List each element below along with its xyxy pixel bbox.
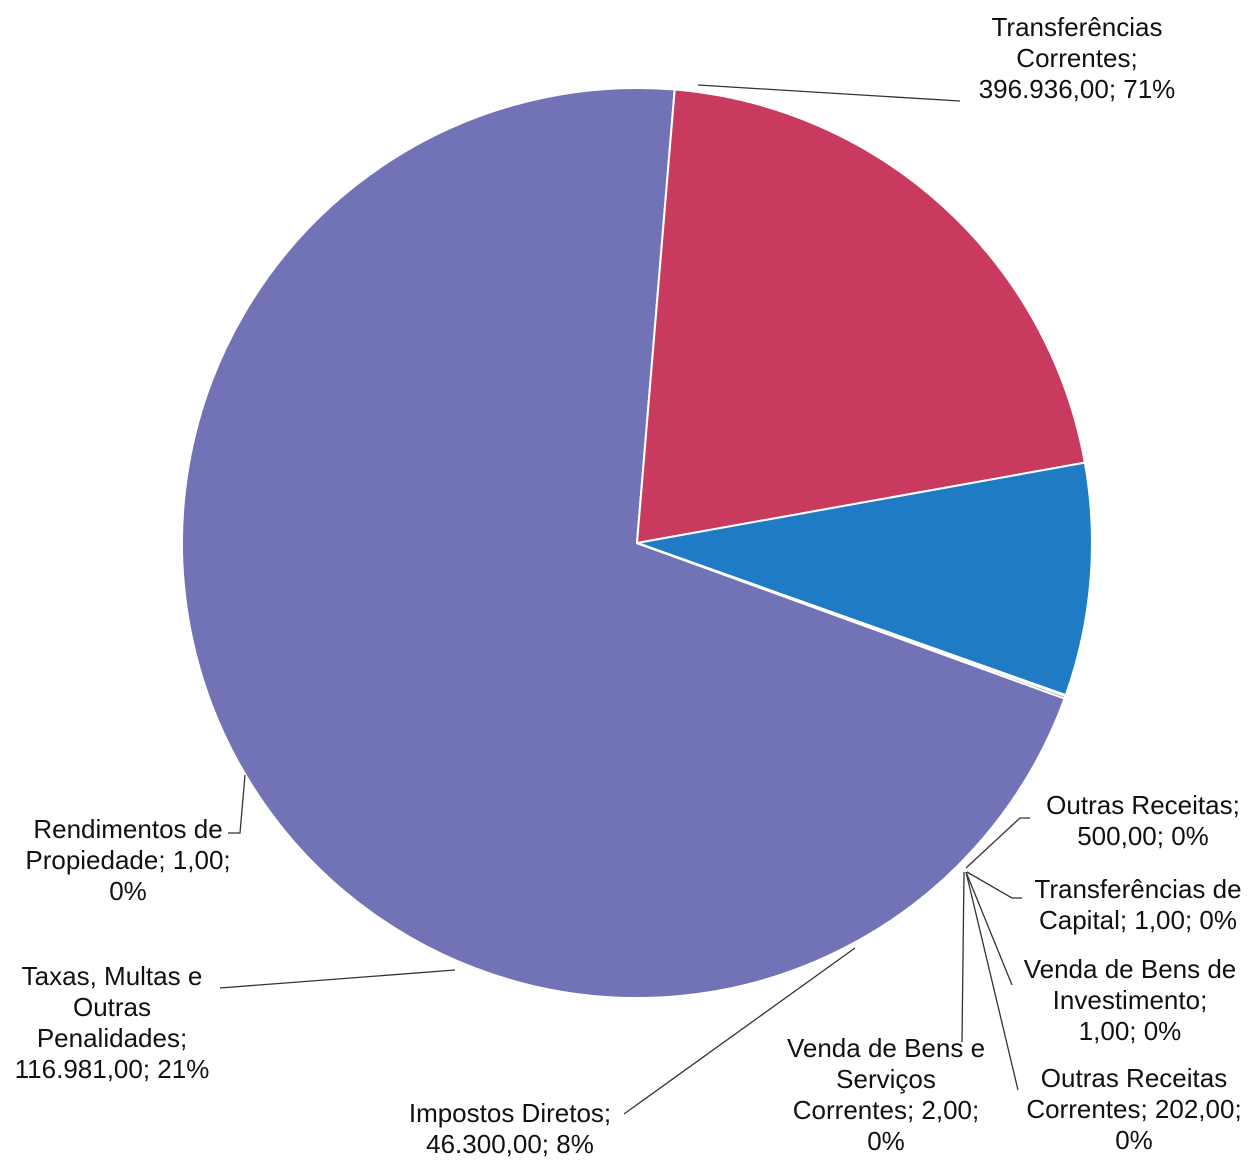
- data-label-venda_bens_servicos: Venda de Bens e Serviços Correntes; 2,00; 0…: [787, 1033, 985, 1156]
- leader-line-rendimentos: [228, 774, 246, 834]
- leader-line-transf_capital: [966, 871, 1022, 899]
- data-label-venda_bens_invest: Venda de Bens de Investimento; 1,00; 0%: [1024, 954, 1237, 1046]
- leader-line-venda_bens_servicos: [961, 871, 965, 1043]
- data-label-line: Correntes; 202,00;: [1026, 1094, 1241, 1124]
- data-label-line: Serviços: [836, 1064, 936, 1094]
- data-label-line: Transferências de: [1034, 874, 1241, 904]
- leader-line-outras_receitas: [965, 817, 1030, 869]
- data-label-line: 0%: [867, 1126, 905, 1156]
- leader-line-outras_rec_correntes: [965, 871, 1019, 1091]
- data-label-line: Correntes;: [1016, 43, 1137, 73]
- leader-lines: [219, 84, 1030, 1115]
- data-label-line: 396.936,00; 71%: [979, 74, 1176, 104]
- data-label-line: 1,00; 0%: [1079, 1016, 1182, 1046]
- data-label-line: Venda de Bens de: [1024, 954, 1237, 984]
- data-label-rendimentos: Rendimentos de Propiedade; 1,00; 0%: [25, 814, 230, 906]
- data-label-line: Capital; 1,00; 0%: [1039, 905, 1237, 935]
- data-label-line: Investimento;: [1053, 985, 1208, 1015]
- data-label-line: Rendimentos de: [33, 814, 222, 844]
- data-label-transf_correntes: Transferências Correntes; 396.936,00; 71%: [979, 12, 1176, 104]
- pie-slice-transf_correntes: [181, 87, 1066, 999]
- data-label-line: Transferências: [992, 12, 1163, 42]
- pie-slice-outras_receitas: [636, 542, 1067, 700]
- data-label-line: 500,00; 0%: [1077, 821, 1209, 851]
- data-label-impostos: Impostos Diretos; 46.300,00; 8%: [409, 1098, 611, 1159]
- data-label-line: 116.981,00; 21%: [15, 1054, 210, 1084]
- data-label-line: Impostos Diretos;: [409, 1098, 611, 1128]
- data-label-line: Correntes; 2,00;: [793, 1095, 979, 1125]
- leader-line-impostos: [623, 947, 856, 1115]
- data-label-transf_capital: Transferências de Capital; 1,00; 0%: [1034, 874, 1241, 935]
- pie-slice-taxas: [636, 88, 1086, 544]
- leader-line-transf_correntes: [697, 84, 961, 102]
- data-label-line: 0%: [109, 876, 147, 906]
- pie-slices: [181, 87, 1093, 999]
- data-label-line: Penalidades;: [37, 1023, 187, 1053]
- data-label-line: Taxas, Multas e: [22, 961, 203, 991]
- data-label-line: 0%: [1115, 1125, 1153, 1155]
- data-label-line: Outras Receitas: [1041, 1063, 1227, 1093]
- data-label-line: Outras Receitas;: [1046, 790, 1240, 820]
- pie-slice-impostos: [636, 461, 1093, 697]
- data-label-taxas: Taxas, Multas e Outras Penalidades; 116.981…: [15, 961, 210, 1084]
- leader-line-venda_bens_invest: [965, 871, 1013, 986]
- data-label-line: Venda de Bens e: [787, 1033, 985, 1063]
- data-label-line: Outras: [73, 992, 151, 1022]
- data-label-line: 46.300,00; 8%: [426, 1129, 594, 1159]
- data-labels: Transferências Correntes; 396.936,00; 71% R…: [15, 12, 1242, 1159]
- data-label-outras_rec_correntes: Outras Receitas Correntes; 202,00; 0%: [1026, 1063, 1241, 1155]
- data-label-line: Propiedade; 1,00;: [25, 845, 230, 875]
- leader-line-taxas: [219, 969, 456, 989]
- data-label-outras_receitas: Outras Receitas; 500,00; 0%: [1046, 790, 1240, 851]
